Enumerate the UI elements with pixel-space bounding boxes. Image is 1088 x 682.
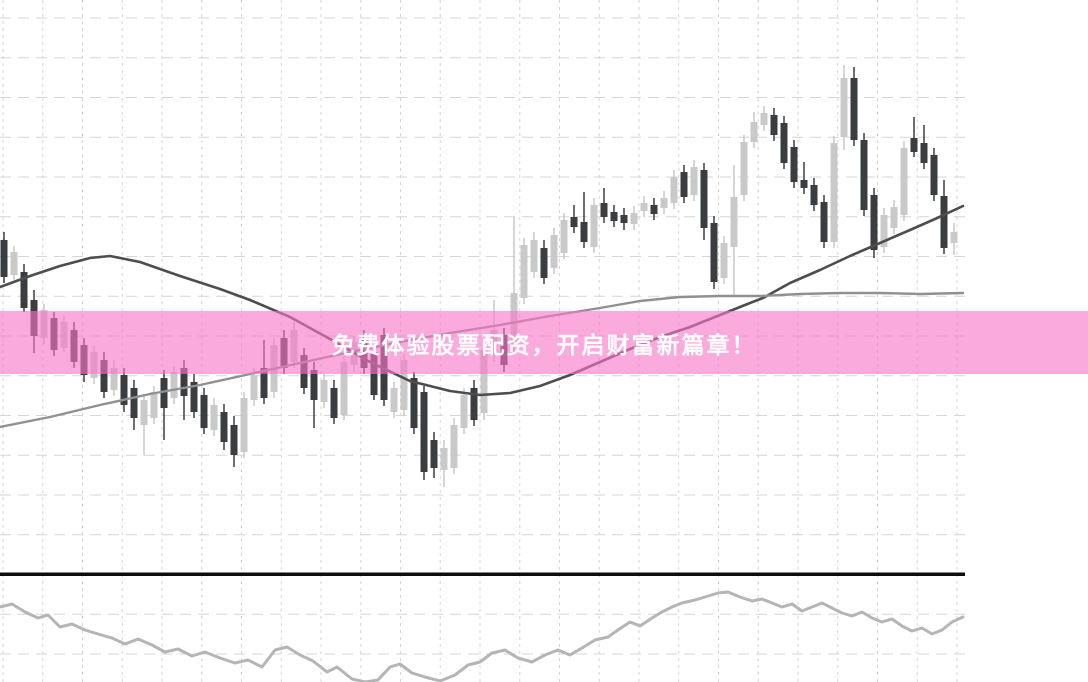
promo-banner: 免费体验股票配资，开启财富新篇章！ [0, 311, 1088, 374]
promo-banner-text: 免费体验股票配资，开启财富新篇章！ [331, 331, 757, 358]
